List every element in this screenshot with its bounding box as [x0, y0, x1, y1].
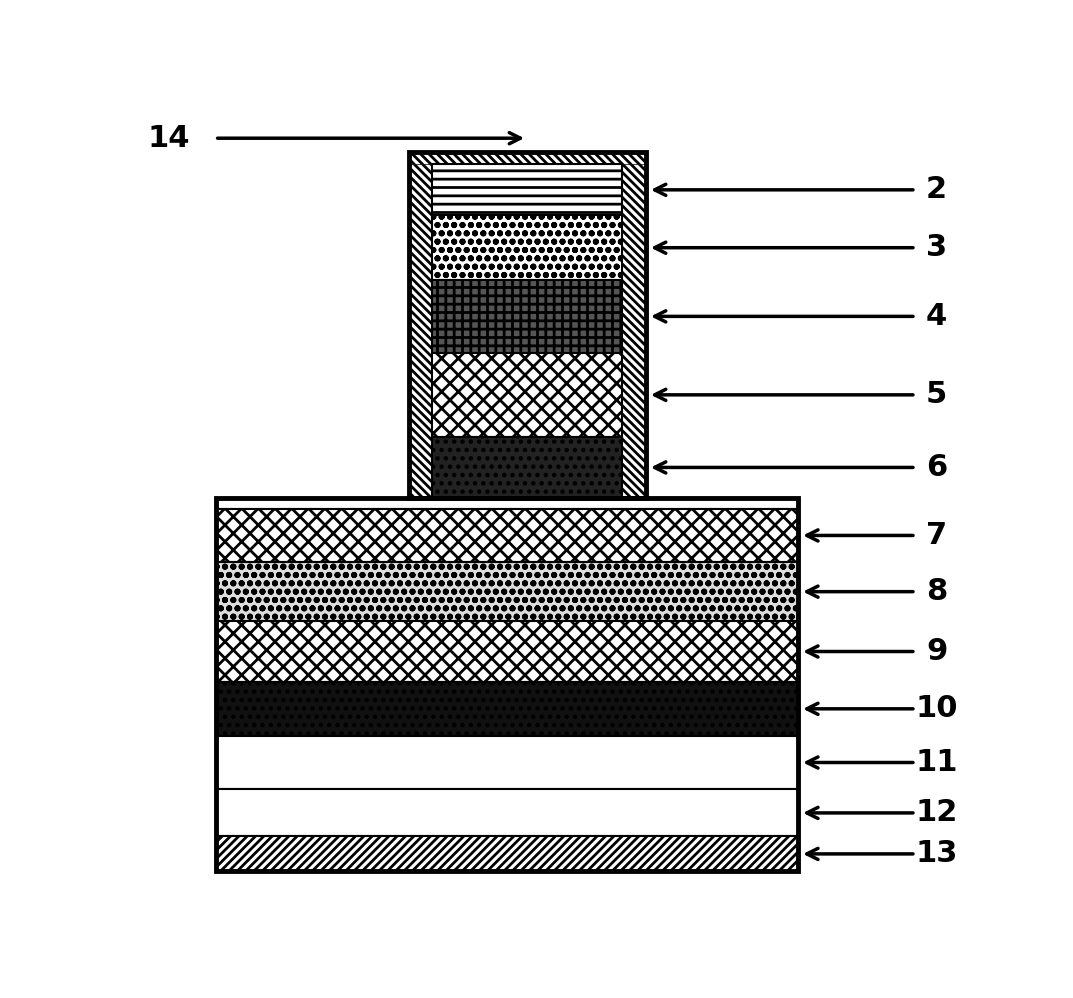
- Bar: [431, 352, 622, 437]
- Bar: [216, 621, 797, 682]
- Bar: [622, 152, 646, 498]
- Text: 8: 8: [926, 577, 947, 606]
- Bar: [409, 152, 431, 498]
- Text: 14: 14: [148, 124, 190, 153]
- Text: 13: 13: [915, 839, 958, 868]
- Bar: [216, 836, 797, 871]
- Bar: [431, 280, 622, 352]
- Bar: [216, 498, 797, 509]
- Bar: [431, 216, 622, 280]
- Bar: [216, 789, 797, 836]
- Bar: [409, 152, 646, 498]
- Text: 4: 4: [926, 301, 947, 331]
- Bar: [431, 165, 622, 216]
- Bar: [216, 509, 797, 562]
- Text: 3: 3: [926, 234, 947, 262]
- Bar: [216, 562, 797, 621]
- Text: 10: 10: [915, 695, 958, 724]
- Text: 6: 6: [926, 453, 947, 482]
- Text: 11: 11: [915, 748, 958, 777]
- Bar: [409, 152, 646, 165]
- Bar: [431, 437, 622, 498]
- Text: 12: 12: [915, 798, 958, 827]
- Text: 9: 9: [926, 637, 947, 666]
- Bar: [216, 498, 797, 871]
- Text: 5: 5: [926, 380, 947, 409]
- Bar: [216, 682, 797, 736]
- Text: 7: 7: [926, 521, 947, 550]
- Bar: [216, 736, 797, 789]
- Text: 2: 2: [926, 176, 947, 205]
